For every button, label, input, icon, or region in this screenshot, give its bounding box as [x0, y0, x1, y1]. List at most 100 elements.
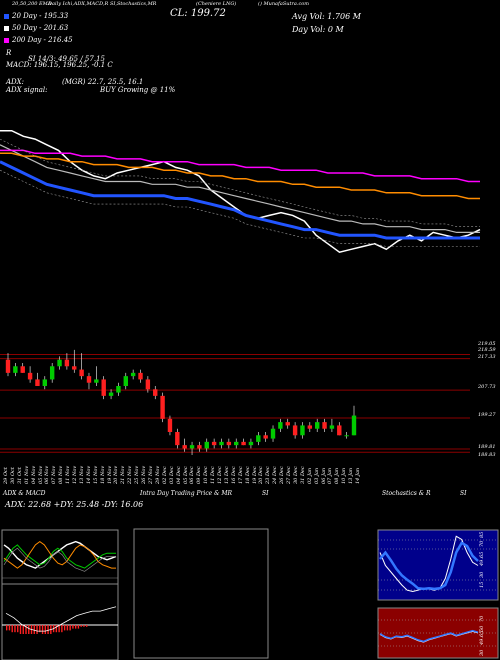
ema200-label: 200 Day - 216.45: [12, 36, 73, 44]
macd-bar-0: [6, 625, 8, 631]
macd-bar-6: [22, 625, 24, 634]
ema50-label: 50 Day - 201.63: [12, 24, 69, 32]
macd-bar-13: [41, 625, 44, 634]
date-label: 15 Nov: [92, 465, 99, 484]
date-label: 13 Jan: [348, 467, 355, 484]
date-label: 13 Nov: [78, 465, 85, 484]
macd-bar-24: [72, 625, 74, 629]
header-item-2: Daily Ichi,ADX,MACD,R: [48, 1, 109, 7]
candle-body-11: [86, 376, 92, 383]
adx-line-shadow: [3, 547, 116, 572]
macd-bar-21: [63, 625, 66, 631]
macd-label: MACD: 196.15, 196.25, -0.1 C: [6, 61, 113, 69]
macd-line: [5, 606, 117, 632]
macd-bar-12: [39, 625, 41, 633]
date-label: 19 Nov: [106, 465, 113, 484]
candle-body-3: [27, 372, 33, 380]
macd-bar-29: [86, 625, 88, 627]
ema-line-ema200: [0, 149, 480, 183]
date-label: 26 Nov: [141, 465, 147, 484]
date-label: 04 Nov: [30, 465, 37, 484]
candle-body-17: [130, 372, 136, 377]
rsi-label: 30: [479, 649, 485, 656]
macd-bar-26: [77, 625, 80, 629]
candle-body-41: [307, 425, 313, 429]
candle-body-26: [197, 445, 202, 449]
macd-bar-20: [61, 625, 63, 633]
macd-bar-15: [47, 625, 49, 634]
ema-line-orange: [0, 152, 480, 200]
stoch-label: 15: [479, 581, 485, 588]
macd-bar-28: [83, 625, 85, 627]
candle-body-16: [123, 376, 128, 386]
header-item-5: () MunafaSutra.com: [258, 1, 310, 7]
ema20-label: 20 Day - 195.33: [12, 12, 69, 20]
candle-body-5: [42, 379, 48, 386]
date-label: 18 Nov: [99, 465, 106, 484]
candle-body-31: [234, 441, 239, 446]
adx-panel-title: ADX & MACD: [3, 490, 46, 497]
candle-body-2: [20, 366, 25, 373]
date-label: 03 Jan: [313, 467, 320, 484]
date-label: 08 Jan: [334, 467, 341, 484]
date-label: 31 Oct: [16, 467, 23, 484]
date-label: 27 Nov: [147, 465, 154, 484]
macd-bar-18: [55, 625, 58, 633]
stoch-label: 49.65: [479, 551, 485, 566]
header-item-3: SI,Stochastics,MR: [110, 1, 157, 7]
candle-body-8: [64, 359, 70, 367]
avg-volume: Avg Vol: 1.706 M: [292, 12, 361, 21]
macd-bar-14: [44, 625, 47, 634]
candle-body-30: [226, 441, 232, 446]
candle-body-35: [263, 435, 268, 439]
date-label: 05 Nov: [37, 465, 44, 484]
price-label: 207.73: [478, 384, 496, 390]
date-label: 29 Oct: [3, 467, 9, 484]
ema-line-ema50: [0, 144, 480, 233]
date-label: 09 Dec: [196, 466, 203, 484]
candle-body-42: [314, 422, 320, 429]
candle-body-32: [241, 441, 246, 446]
date-label: 25 Nov: [134, 465, 141, 484]
macd-bar-25: [74, 625, 77, 629]
macd-bar-22: [66, 625, 69, 631]
date-label: 11 Dec: [210, 466, 217, 484]
ema20-swatch: [4, 14, 9, 19]
date-label: 14 Nov: [85, 465, 92, 484]
candle-body-34: [256, 435, 261, 442]
date-label: 06 Nov: [44, 465, 51, 484]
candle-body-38: [285, 422, 290, 426]
date-label: 22 Nov: [127, 465, 134, 484]
stoch-panel-title: Stochastics & R: [382, 490, 431, 497]
date-label: 31 Dec: [299, 466, 306, 484]
date-label: 17 Dec: [237, 466, 244, 484]
macd-bar-7: [25, 625, 27, 634]
candle-body-1: [13, 366, 18, 373]
date-label: 24 Dec: [272, 466, 279, 484]
date-label: 06 Jan: [320, 467, 327, 484]
rsi-label: 49.65: [479, 630, 485, 645]
intraday-panel-title: Intra Day Trading Price & MR: [140, 490, 233, 497]
date-label: 29 Nov: [154, 465, 161, 484]
candle-body-24: [182, 445, 187, 449]
header-item-4: (Cheniere LNG): [196, 1, 237, 7]
date-label: 03 Dec: [168, 466, 175, 484]
candle-body-33: [248, 441, 254, 446]
date-label: 12 Nov: [72, 465, 78, 484]
macd-panel-box: [1, 583, 119, 660]
candle-body-12: [94, 379, 99, 383]
r-label: R: [6, 49, 12, 57]
date-label: 10 Dec: [203, 466, 210, 484]
candle-body-27: [204, 441, 209, 449]
stoch-d-line: [379, 541, 479, 591]
close-price: CL: 199.72: [170, 8, 226, 19]
macd-bar-23: [69, 625, 71, 631]
mgr-label: (MGR) 22.7, 25.5, 16.1: [62, 78, 144, 86]
candle-body-7: [57, 359, 62, 367]
date-label: 12 Dec: [217, 466, 223, 484]
price-label: 217.33: [478, 354, 496, 360]
price-label: 199.27: [478, 412, 496, 418]
date-label: 14 Jan: [355, 467, 361, 484]
macd-bar-10: [33, 625, 35, 634]
stoch-label: 85: [479, 531, 485, 538]
